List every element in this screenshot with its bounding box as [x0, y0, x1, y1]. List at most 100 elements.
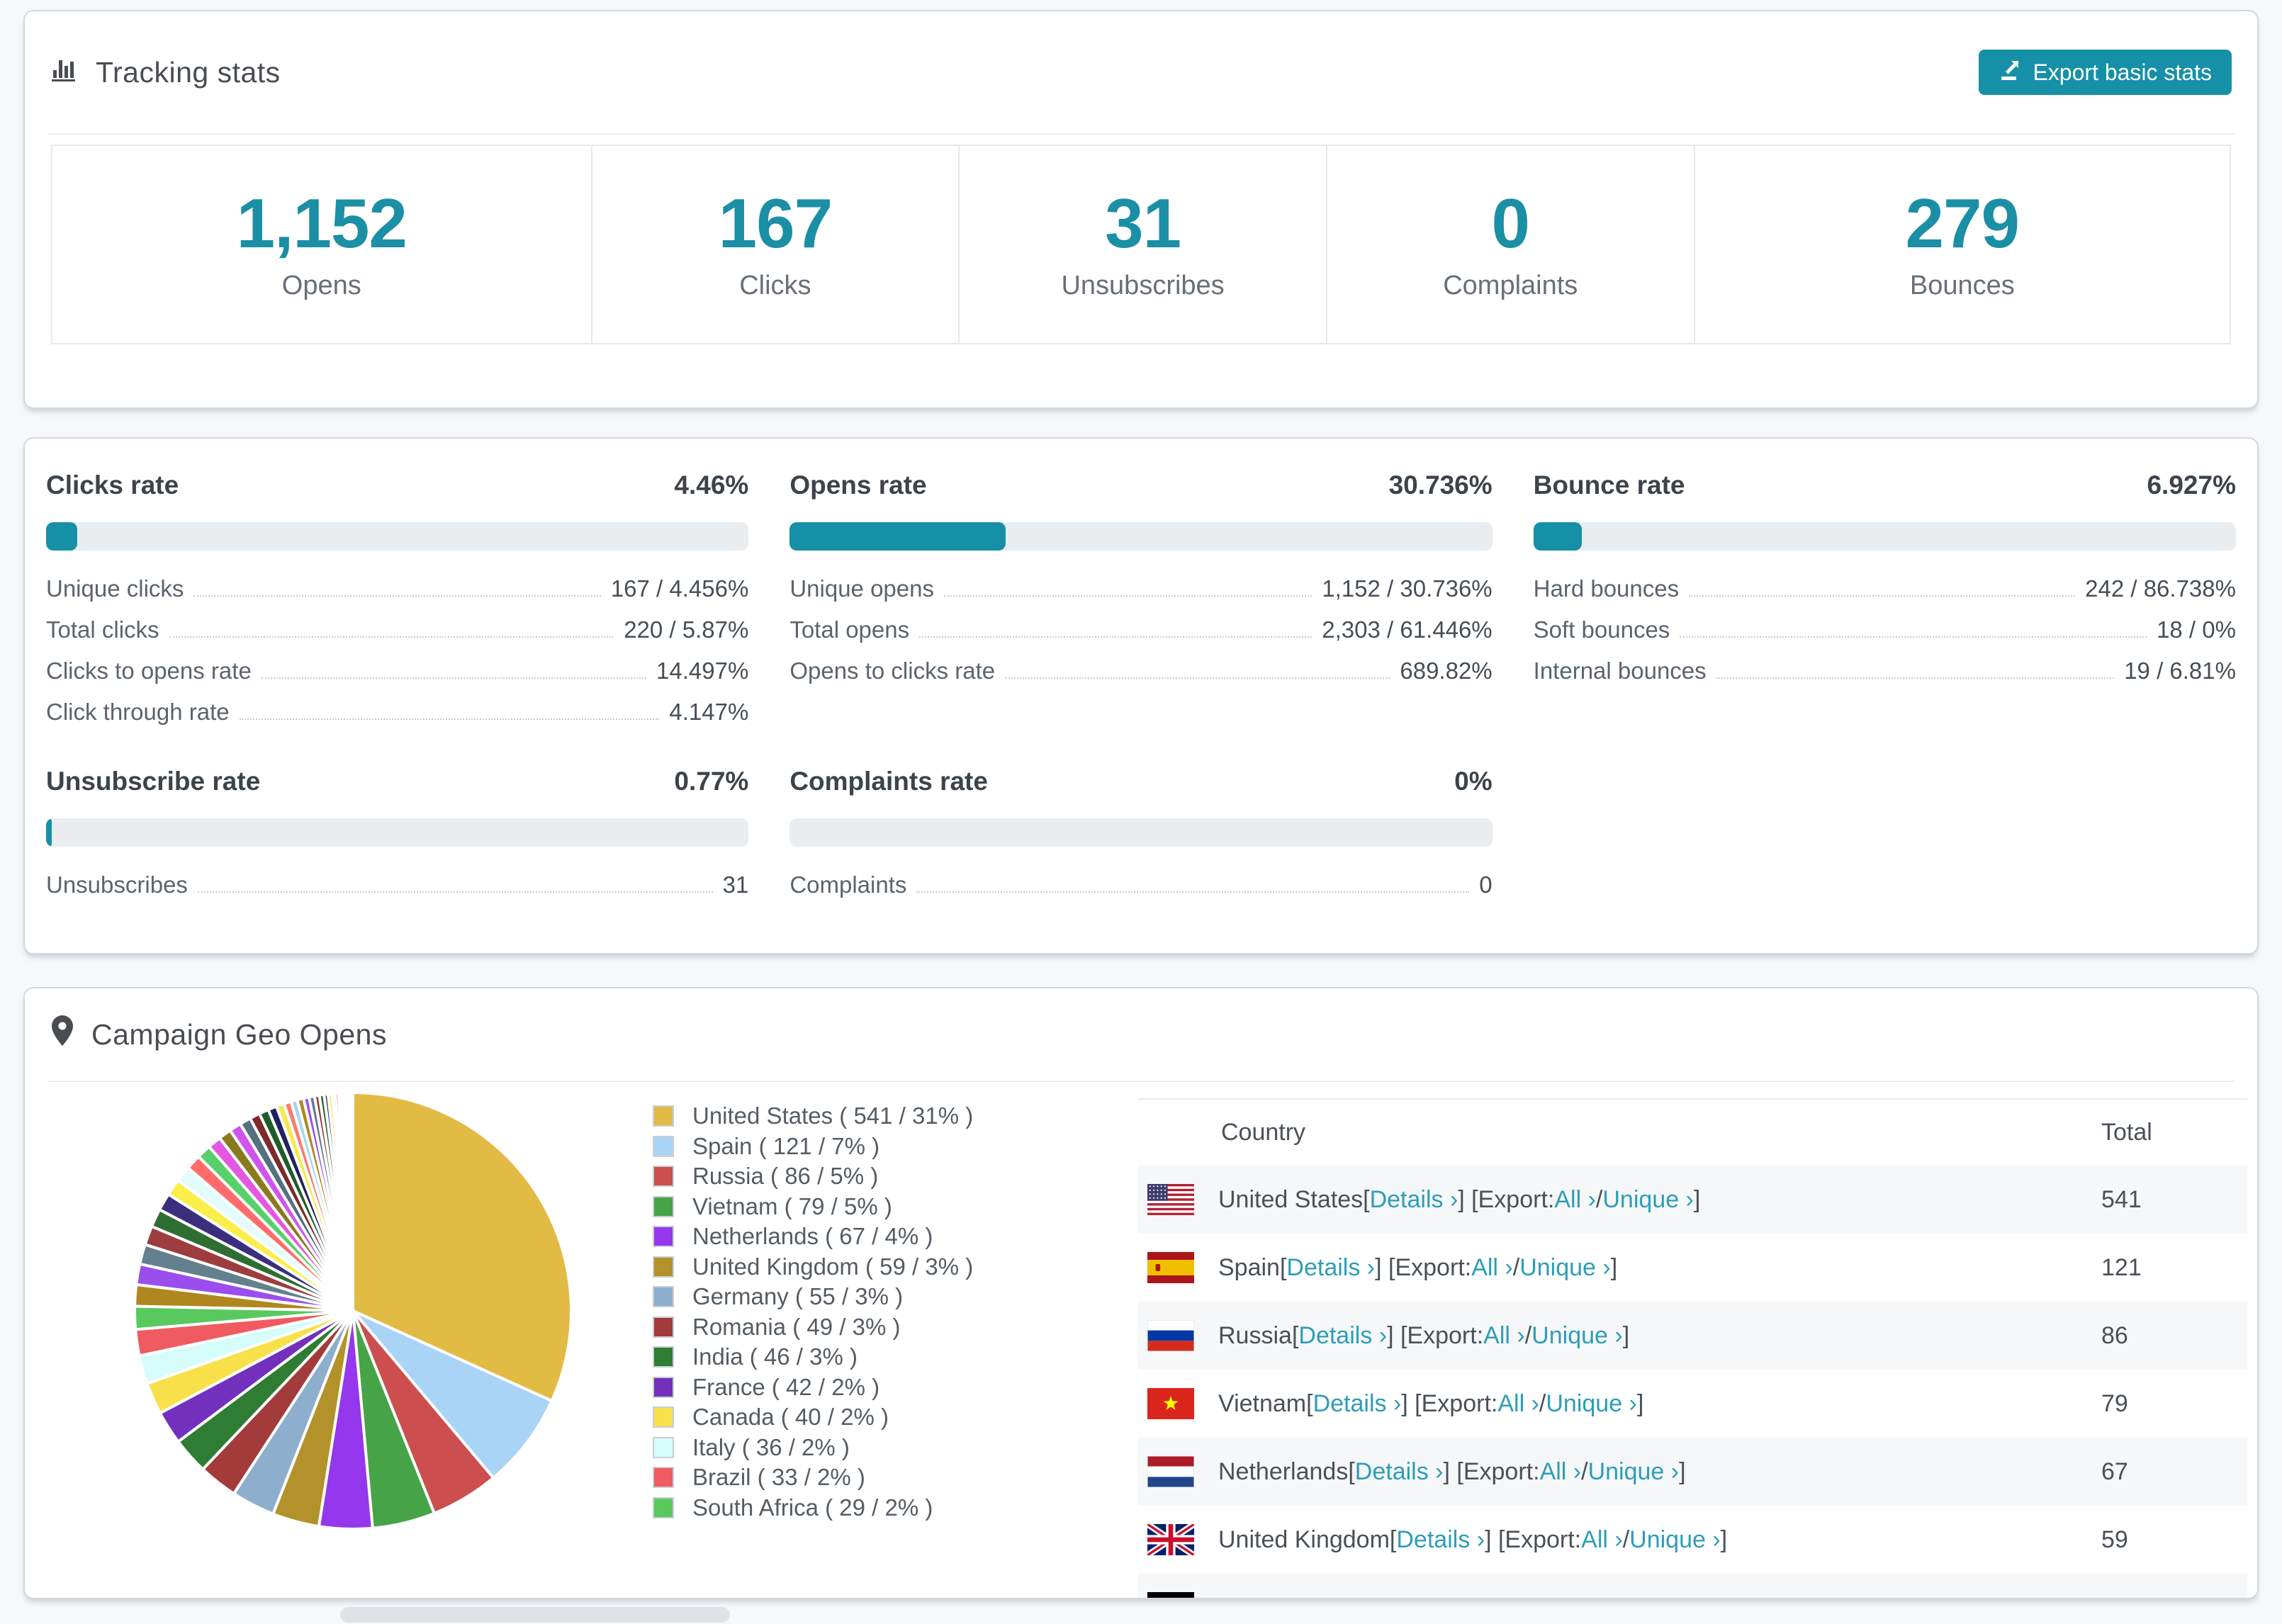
geo-country-cell: United States [Details ›] [Export: All ›… — [1137, 1184, 2101, 1215]
export-button-label: Export basic stats — [2033, 59, 2212, 85]
dotted-leader — [1716, 677, 2115, 679]
country-name: United Kingdom — [1218, 1526, 1390, 1553]
export-unique-link[interactable]: Unique › — [1587, 1457, 1680, 1485]
rate-row-unique-clicks: Unique clicks 167 / 4.456% — [46, 576, 748, 600]
progress-bar — [1533, 522, 2236, 551]
rate-row-value: 18 / 0% — [2157, 616, 2236, 643]
progress-bar — [789, 818, 1493, 847]
export-unique-link[interactable]: Unique › — [1546, 1389, 1637, 1417]
stat-label: Clicks — [739, 270, 811, 300]
details-link[interactable]: Details › — [1298, 1321, 1388, 1349]
details-link[interactable]: Details › — [1313, 1389, 1402, 1417]
country-name: Spain — [1218, 1253, 1280, 1281]
rate-row-total-clicks: Total clicks 220 / 5.87% — [46, 617, 748, 641]
details-link[interactable]: Details › — [1324, 1594, 1412, 1598]
legend-swatch — [653, 1406, 674, 1428]
details-link[interactable]: Details › — [1396, 1526, 1485, 1553]
country-name: Germany — [1218, 1594, 1317, 1598]
legend-item-label: Canada ( 40 / 2% ) — [692, 1404, 889, 1431]
legend-item-germany[interactable]: Germany ( 55 / 3% ) — [653, 1282, 1092, 1312]
legend-swatch — [653, 1376, 674, 1398]
rate-row-value: 4.147% — [669, 699, 749, 725]
geo-table-body: United States [Details ›] [Export: All ›… — [1137, 1166, 2247, 1598]
rate-row-click-through-rate: Click through rate 4.147% — [46, 699, 748, 723]
geo-country-cell: Spain [Details ›] [Export: All › / Uniqu… — [1137, 1252, 2101, 1283]
export-basic-stats-button[interactable]: Export basic stats — [1979, 50, 2232, 95]
legend-item-russia[interactable]: Russia ( 86 / 5% ) — [653, 1161, 1092, 1192]
legend-item-vietnam[interactable]: Vietnam ( 79 / 5% ) — [653, 1192, 1092, 1222]
progress-bar-fill — [789, 522, 1006, 551]
rate-row-internal-bounces: Internal bounces 19 / 6.81% — [1534, 658, 2236, 682]
legend-item-spain[interactable]: Spain ( 121 / 7% ) — [653, 1132, 1092, 1162]
rate-row-value: 220 / 5.87% — [624, 616, 749, 643]
legend-item-brazil[interactable]: Brazil ( 33 / 2% ) — [653, 1462, 1092, 1493]
rate-row-label: Total opens — [789, 616, 910, 643]
export-all-link[interactable]: All › — [1509, 1594, 1551, 1598]
rate-panel-value: 0% — [1454, 767, 1493, 796]
export-all-link[interactable]: All › — [1483, 1321, 1525, 1349]
export-all-link[interactable]: All › — [1539, 1457, 1582, 1485]
progress-bar — [46, 522, 749, 551]
geo-table-row-netherlands: Netherlands [Details ›] [Export: All › /… — [1137, 1438, 2247, 1506]
details-link[interactable]: Details › — [1354, 1457, 1444, 1485]
dotted-leader — [169, 636, 614, 638]
rate-row-soft-bounces: Soft bounces 18 / 0% — [1534, 617, 2236, 641]
rate-panel-value: 6.927% — [2147, 470, 2236, 500]
geo-total-cell: 86 — [2101, 1321, 2128, 1349]
export-unique-link[interactable]: Unique › — [1629, 1526, 1721, 1553]
progress-bar-fill — [46, 522, 78, 551]
dotted-leader — [261, 677, 647, 679]
legend-swatch — [653, 1436, 674, 1458]
legend-item-label: India ( 46 / 3% ) — [692, 1343, 858, 1370]
legend-swatch — [653, 1166, 674, 1188]
legend-item-france[interactable]: France ( 42 / 2% ) — [653, 1372, 1092, 1403]
legend-item-netherlands[interactable]: Netherlands ( 67 / 4% ) — [653, 1222, 1092, 1252]
legend-item-label: Vietnam ( 79 / 5% ) — [692, 1192, 892, 1219]
legend-item-united-states[interactable]: United States ( 541 / 31% ) — [653, 1101, 1092, 1132]
export-all-link[interactable]: All › — [1581, 1526, 1623, 1553]
dotted-leader — [1680, 636, 2147, 638]
legend-item-romania[interactable]: Romania ( 49 / 3% ) — [653, 1312, 1092, 1343]
details-link[interactable]: Details › — [1286, 1253, 1376, 1281]
export-unique-link[interactable]: Unique › — [1602, 1185, 1694, 1213]
export-all-link[interactable]: All › — [1471, 1253, 1513, 1281]
export-unique-link[interactable]: Unique › — [1519, 1253, 1611, 1281]
details-link[interactable]: Details › — [1369, 1185, 1458, 1213]
rate-panel-title: Clicks rate — [46, 470, 179, 500]
stat-label: Opens — [281, 270, 361, 300]
geo-total-cell: 79 — [2101, 1389, 2128, 1417]
export-all-link[interactable]: All › — [1554, 1185, 1596, 1213]
export-unique-link[interactable]: Unique › — [1557, 1594, 1648, 1598]
divider — [47, 133, 2235, 135]
horizontal-scrollbar-thumb[interactable] — [340, 1607, 730, 1623]
country-name: Netherlands — [1218, 1457, 1349, 1485]
export-icon — [1999, 58, 2021, 86]
rate-panel-complaints-rate: Complaints rate 0% Complaints 0 — [789, 766, 1493, 896]
rate-panel-head: Clicks rate 4.46% — [46, 470, 748, 501]
rate-panel-bounce-rate: Bounce rate 6.927% Hard bounces 242 / 86.73… — [1533, 470, 2236, 723]
rate-row-value: 2,303 / 61.446% — [1322, 616, 1493, 643]
export-unique-link[interactable]: Unique › — [1531, 1321, 1623, 1349]
dotted-leader — [943, 595, 1313, 597]
pie-slice-united-states — [352, 1091, 573, 1403]
rate-row-value: 31 — [722, 872, 749, 898]
stat-bounces: 279 Bounces — [1693, 146, 2230, 343]
dotted-leader — [916, 891, 1470, 893]
export-all-link[interactable]: All › — [1497, 1389, 1539, 1417]
legend-item-italy[interactable]: Italy ( 36 / 2% ) — [653, 1433, 1092, 1463]
pie-slice-other — [350, 1090, 354, 1312]
rate-panel-head: Opens rate 30.736% — [789, 470, 1492, 501]
legend-item-united-kingdom[interactable]: United Kingdom ( 59 / 3% ) — [653, 1252, 1092, 1282]
legend-item-label: Spain ( 121 / 7% ) — [692, 1132, 880, 1159]
rate-panel-head: Bounce rate 6.927% — [1534, 470, 2236, 501]
legend-item-south-africa[interactable]: South Africa ( 29 / 2% ) — [653, 1493, 1092, 1523]
tracking-stats-header: Tracking stats Export basic stats — [25, 11, 2257, 133]
geo-content: United States ( 541 / 31% ) Spain ( 121 /… — [25, 1082, 2257, 1598]
rate-rows: Complaints 0 — [789, 872, 1492, 896]
geo-table-row-germany: Germany [Details ›] [Export: All › / Uni… — [1137, 1574, 2247, 1598]
country-name: Vietnam — [1218, 1389, 1307, 1417]
legend-item-canada[interactable]: Canada ( 40 / 2% ) — [653, 1402, 1092, 1433]
legend-item-india[interactable]: India ( 46 / 3% ) — [653, 1342, 1092, 1372]
rate-row-hard-bounces: Hard bounces 242 / 86.738% — [1534, 576, 2236, 600]
bar-chart-icon — [50, 55, 79, 90]
